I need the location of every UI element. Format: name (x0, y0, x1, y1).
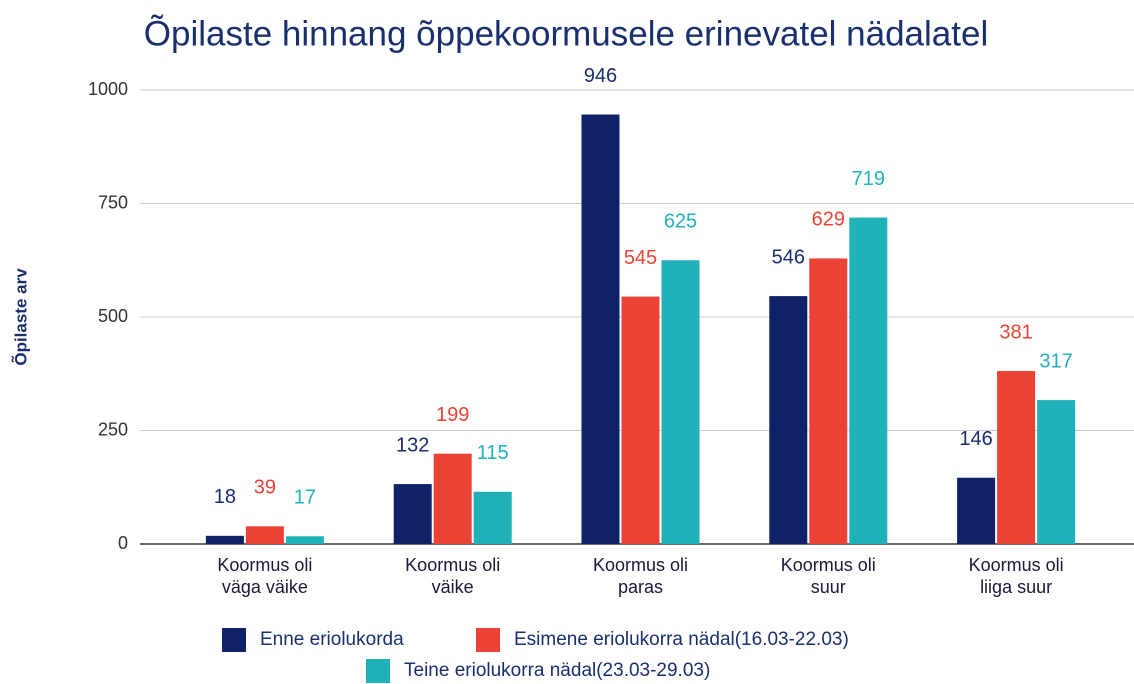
value-label: 381 (999, 321, 1032, 343)
bar (581, 114, 620, 545)
y-tick-label: 500 (98, 306, 128, 326)
bar (957, 477, 996, 544)
value-label: 625 (664, 211, 697, 233)
bar (621, 296, 660, 544)
x-tick-label: Koormus oli väike (405, 555, 500, 597)
value-label: 946 (584, 65, 617, 87)
legend-swatch (476, 628, 500, 652)
x-tick-label: Koormus oli suur (781, 555, 876, 597)
legend-swatch (366, 659, 390, 683)
legend-label: Esimene eriolukorra nädal(16.03-22.03) (514, 629, 849, 650)
x-tick-label: Koormus oli liiga suur (969, 555, 1064, 597)
bar (769, 296, 808, 544)
value-label: 39 (254, 477, 276, 499)
value-label: 18 (214, 486, 236, 508)
bar (205, 535, 244, 544)
value-label: 629 (812, 209, 845, 231)
x-tick-label: Koormus oli paras (593, 555, 688, 597)
x-tick-label: Koormus oli väga väike (217, 555, 312, 597)
legend-swatch (222, 628, 246, 652)
value-label: 115 (477, 442, 509, 464)
value-label: 199 (436, 404, 469, 426)
value-label: 545 (624, 247, 657, 269)
value-label: 17 (294, 487, 316, 509)
value-label: 546 (772, 246, 805, 268)
y-tick-label: 250 (98, 419, 128, 439)
bar (1037, 400, 1076, 544)
bar (849, 217, 888, 544)
bar (433, 453, 472, 544)
value-label: 719 (852, 168, 885, 190)
legend-label: Teine eriolukorra nädal(23.03-29.03) (404, 660, 710, 681)
bar (809, 258, 848, 544)
y-tick-label: 1000 (88, 79, 128, 99)
y-tick-label: 750 (98, 192, 128, 212)
value-label: 146 (959, 428, 992, 450)
legend-label: Enne eriolukorda (260, 629, 404, 650)
bar (285, 536, 324, 544)
chart-title: Õpilaste hinnang õppekoormusele erinevat… (144, 13, 988, 53)
bar (245, 526, 284, 544)
bar (997, 371, 1036, 544)
bar (393, 484, 432, 544)
bar (473, 491, 512, 544)
y-axis-label: Õpilaste arv (10, 268, 30, 366)
value-label: 132 (396, 434, 429, 456)
y-tick-label: 0 (118, 533, 128, 553)
bar (661, 260, 700, 544)
value-label: 317 (1039, 350, 1072, 372)
